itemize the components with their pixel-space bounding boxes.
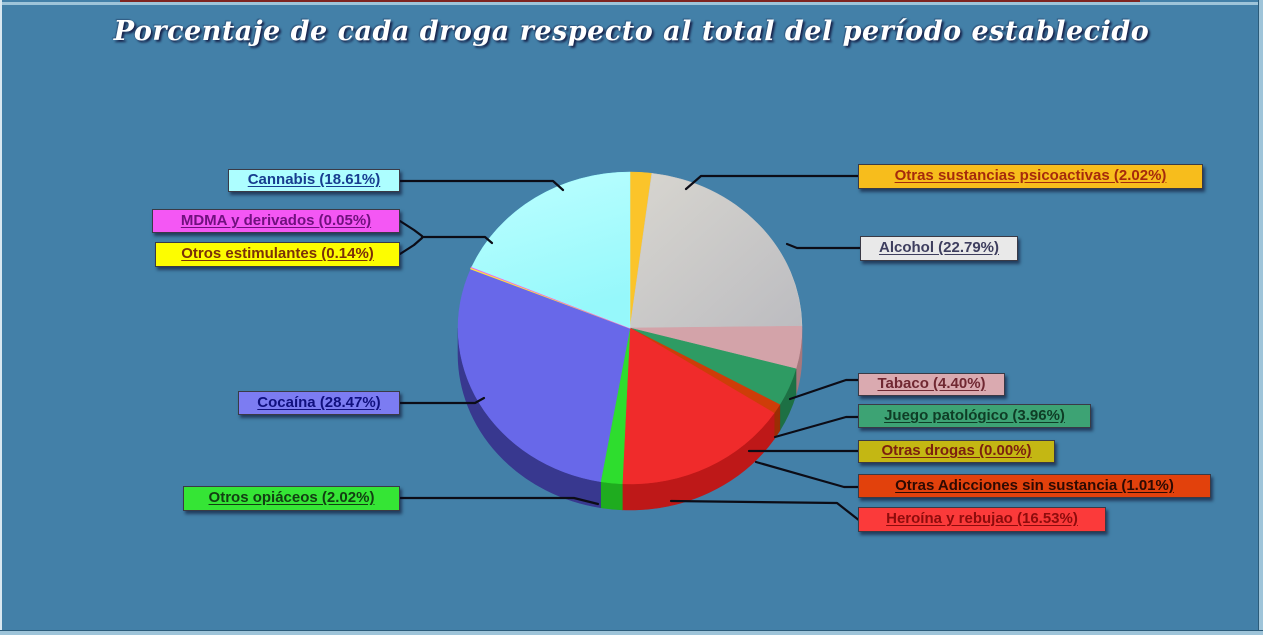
callout-line-cannabis <box>398 179 565 192</box>
pie-3d-sides <box>457 327 803 511</box>
callout-line-cocaina <box>398 396 486 405</box>
callout-label-cannabis: Cannabis (18.61%) <box>228 169 400 192</box>
callout-label-tabaco: Tabaco (4.40%) <box>858 373 1005 396</box>
callout-line-opiaceos <box>398 496 600 506</box>
callout-label-alcohol: Alcohol (22.79%) <box>860 236 1018 261</box>
canvas-border-right <box>1258 0 1263 635</box>
callout-label-estimulantes: Otros estimulantes (0.14%) <box>155 242 400 267</box>
callout-label-heroina: Heroína y rebujao (16.53%) <box>858 507 1106 532</box>
callout-label-mdma: MDMA y derivados (0.05%) <box>152 209 400 233</box>
callout-line-adicciones <box>754 460 862 489</box>
callout-label-opiaceos: Otros opiáceos (2.02%) <box>183 486 400 511</box>
canvas-border-bottom <box>0 630 1263 635</box>
callout-label-adicciones: Otras Adicciones sin sustancia (1.01%) <box>858 474 1211 498</box>
canvas-border-top-maroon <box>120 0 1140 2</box>
callout-lines <box>398 174 862 523</box>
callout-label-juego: Juego patológico (3.96%) <box>858 404 1091 428</box>
callout-line-tabaco <box>788 378 862 401</box>
pie-top-surfaces <box>457 171 803 485</box>
callout-line-mdma <box>420 235 494 245</box>
callout-line-otras_sustancias <box>684 174 862 191</box>
callout-label-cocaina: Cocaína (28.47%) <box>238 391 400 415</box>
callout-label-otras_sustancias: Otras sustancias psicoactivas (2.02%) <box>858 164 1203 189</box>
chart-title: Porcentaje de cada droga respecto al tot… <box>113 16 1150 47</box>
canvas-border-top <box>0 2 1263 5</box>
pie-slice-alcohol <box>629 173 803 329</box>
pie-slice-cannabis <box>471 171 631 329</box>
pie-slice-heroina <box>622 327 775 485</box>
callout-line-estimulantes <box>398 236 424 256</box>
callout-line-heroina <box>669 499 862 523</box>
canvas-border-left <box>0 0 2 635</box>
callout-line-mdma <box>398 219 424 238</box>
pie-slice-side-opiaceos <box>600 481 623 511</box>
callout-line-juego <box>773 415 862 439</box>
pie-slice-cocaina <box>457 268 631 482</box>
callout-line-alcohol <box>785 242 862 250</box>
callout-label-otras_drogas: Otras drogas (0.00%) <box>858 440 1055 463</box>
